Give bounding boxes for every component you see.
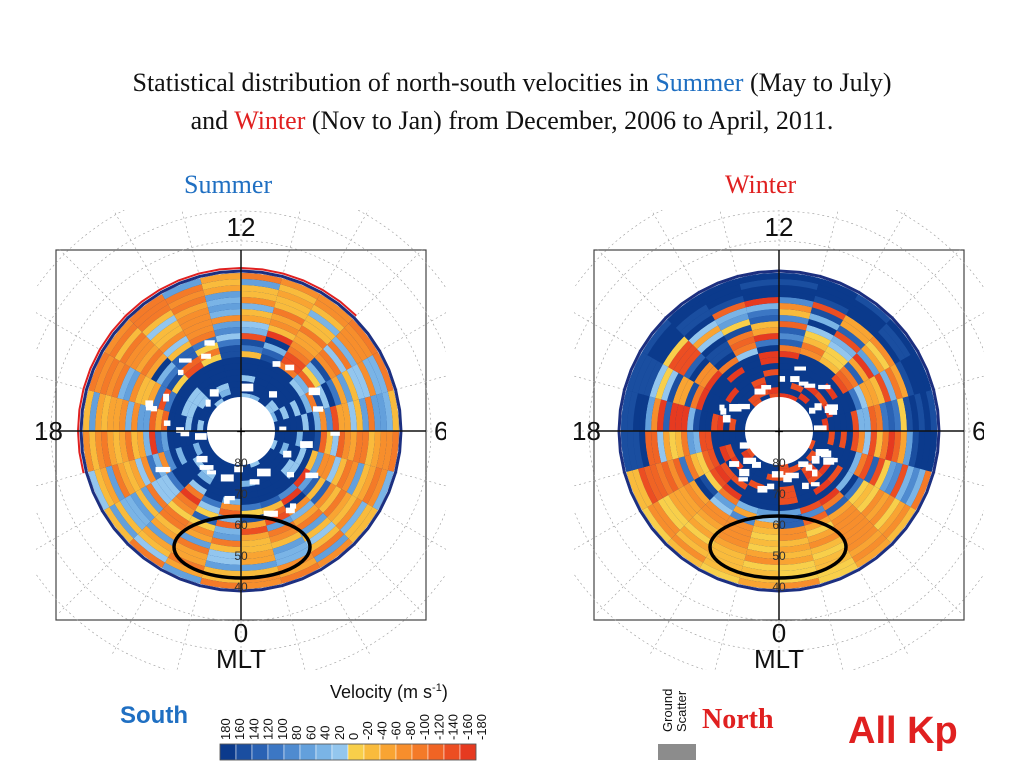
colorbar-tick-label: 160 xyxy=(232,718,247,740)
colorbar-title: Velocity (m s-1) xyxy=(330,682,448,702)
title-text: Statistical distribution of north-south … xyxy=(132,68,656,97)
slide-title: Statistical distribution of north-south … xyxy=(0,64,1024,140)
colorbar-swatch xyxy=(251,743,269,761)
colorbar-tick-label: 120 xyxy=(261,718,276,740)
colorbar-tick-label: -180 xyxy=(474,714,489,740)
ground-scatter-label: Scatter xyxy=(674,690,689,732)
mlt-label-12: 12 xyxy=(227,212,256,242)
colorbar-swatch xyxy=(219,743,237,761)
winter-label: Winter xyxy=(725,170,797,199)
colorbar-tick-label: 100 xyxy=(275,718,290,740)
colorbar-swatch xyxy=(235,743,253,761)
mlt-label-18: 18 xyxy=(574,416,601,446)
velocity-cells xyxy=(617,269,941,593)
velocity-cells xyxy=(76,266,403,593)
ground-scatter-label: Ground xyxy=(660,689,675,732)
title-line-1: Statistical distribution of north-south … xyxy=(0,64,1024,102)
title-text: and xyxy=(190,106,235,135)
colorbar-swatch xyxy=(267,743,285,761)
mlt-label-18: 18 xyxy=(36,416,63,446)
latitude-label: 40 xyxy=(234,580,248,594)
mlt-label-6: 6 xyxy=(972,416,984,446)
summer-label: Summer xyxy=(184,170,273,199)
colorbar-swatch xyxy=(395,743,413,761)
latitude-label: 50 xyxy=(234,549,248,563)
all-kp-label: All Kp xyxy=(848,710,958,752)
colorbar-swatch xyxy=(411,743,429,761)
latitude-label: 80 xyxy=(234,456,248,470)
colorbar-swatch xyxy=(347,743,365,761)
north-label: North xyxy=(702,704,774,735)
colorbar-tick-label: 40 xyxy=(318,726,333,740)
title-line-2: and Winter (Nov to Jan) from December, 2… xyxy=(0,102,1024,140)
latitude-label: 60 xyxy=(772,518,786,532)
colorbar-tick-label: -160 xyxy=(460,714,475,740)
latitude-label: 80 xyxy=(772,456,786,470)
velocity-colorbar: Velocity (m s-1) 180 160 140 120 100 80 60 40 20 0… xyxy=(218,682,696,761)
colorbar-tick-label: 140 xyxy=(246,718,261,740)
colorbar-tick-label: -140 xyxy=(446,714,461,740)
colorbar-tick-label: 20 xyxy=(332,726,347,740)
center-mark: + xyxy=(236,424,245,441)
colorbar-tick-label: -20 xyxy=(360,721,375,740)
highlight-ellipse xyxy=(172,514,312,580)
title-winter-word: Winter xyxy=(234,106,306,135)
highlight-ellipse xyxy=(708,514,848,580)
latitude-label: 40 xyxy=(772,580,786,594)
colorbar-swatch xyxy=(299,743,317,761)
colorbar-tick-label: -60 xyxy=(389,721,404,740)
mlt-label-0: 0 xyxy=(772,618,786,648)
center-mark: + xyxy=(774,424,783,441)
colorbar-tick-label: -120 xyxy=(431,714,446,740)
latitude-label: 50 xyxy=(772,549,786,563)
ground-scatter-swatch xyxy=(658,744,696,760)
latitude-label: 70 xyxy=(234,487,248,501)
colorbar-border xyxy=(219,743,477,761)
red-boundary-line xyxy=(76,266,357,474)
colorbar-tick-label: 0 xyxy=(346,733,361,740)
colorbar-swatch xyxy=(459,743,477,761)
mlt-label-12: 12 xyxy=(765,212,794,242)
colorbar-swatch xyxy=(283,743,301,761)
colorbar-swatch xyxy=(427,743,445,761)
colorbar-tick-label: -100 xyxy=(417,714,432,740)
south-label: South xyxy=(120,702,188,729)
title-summer-word: Summer xyxy=(655,68,744,97)
colorbar-tick-label: -40 xyxy=(374,721,389,740)
title-text: (May to July) xyxy=(743,68,892,97)
mlt-axis-name: MLT xyxy=(216,644,266,670)
mlt-label-0: 0 xyxy=(234,618,248,648)
colorbar-swatch xyxy=(363,743,381,761)
latitude-label: 70 xyxy=(772,487,786,501)
latitude-label: 60 xyxy=(234,518,248,532)
colorbar-tick-label: 60 xyxy=(303,726,318,740)
title-text: (Nov to Jan) from December, 2006 to Apri… xyxy=(305,106,834,135)
colorbar-swatch xyxy=(315,743,333,761)
colorbar-tick-label: -80 xyxy=(403,721,418,740)
colorbar-swatch xyxy=(331,743,349,761)
mlt-axis-name: MLT xyxy=(754,644,804,670)
colorbar-swatch xyxy=(443,743,461,761)
colorbar-swatch xyxy=(379,743,397,761)
mlt-label-6: 6 xyxy=(434,416,446,446)
colorbar-tick-label: 80 xyxy=(289,726,304,740)
colorbar-tick-label: 180 xyxy=(218,718,233,740)
